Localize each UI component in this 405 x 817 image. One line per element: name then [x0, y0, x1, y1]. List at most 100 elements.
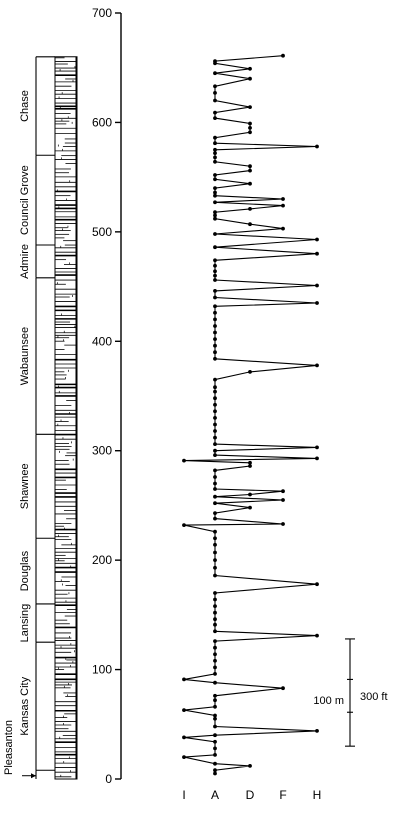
data-point: [213, 713, 217, 718]
data-point: [213, 639, 217, 643]
data-point: [213, 724, 217, 729]
data-point: [248, 492, 252, 497]
data-point: [213, 98, 217, 103]
data-point: [213, 448, 217, 453]
x-tick-label: I: [182, 788, 185, 802]
group-label: Pleasanton: [3, 720, 15, 775]
y-tick-label: 700: [92, 6, 112, 20]
data-point: [213, 550, 217, 555]
group-label: Douglas: [19, 550, 31, 591]
x-tick-label: F: [279, 788, 286, 802]
data-point: [213, 343, 217, 348]
data-point: [213, 190, 217, 195]
data-point: [315, 251, 319, 256]
data-point: [248, 168, 252, 173]
data-point: [213, 610, 217, 615]
data-point: [213, 698, 217, 703]
scale-bar: 100 m 300 ft: [313, 638, 388, 747]
data-point: [213, 672, 217, 676]
group-label: Council Grove: [19, 165, 31, 235]
x-tick-label: H: [313, 788, 322, 802]
data-point: [213, 147, 217, 152]
y-tick-label: 600: [92, 115, 112, 129]
data-point: [213, 453, 217, 457]
group-label: Kansas City: [19, 676, 31, 735]
series-line: [183, 55, 318, 774]
data-point: [213, 216, 217, 221]
data-point: [213, 159, 217, 164]
data-point: [213, 304, 217, 309]
data-point: [182, 458, 186, 463]
data-point: [213, 269, 217, 274]
data-point: [213, 377, 217, 382]
pleasanton-arrow-head: [31, 773, 36, 779]
data-point: [213, 468, 217, 473]
data-point: [213, 389, 217, 394]
y-tick-label: 500: [92, 225, 112, 239]
data-point: [213, 629, 217, 634]
data-point: [213, 716, 217, 721]
data-point: [213, 59, 217, 63]
data-point: [281, 522, 285, 526]
data-series: [182, 53, 319, 776]
data-point: [213, 402, 217, 407]
data-point: [213, 529, 217, 534]
data-point: [213, 591, 217, 595]
data-point: [182, 755, 186, 759]
y-tick-label: 0: [105, 772, 112, 786]
data-point: [213, 210, 217, 215]
data-point: [213, 116, 217, 120]
data-point: [213, 565, 217, 570]
data-point: [213, 245, 217, 250]
data-point: [213, 232, 217, 236]
data-point: [315, 301, 319, 305]
data-point: [213, 295, 217, 300]
data-point: [213, 481, 217, 486]
data-point: [213, 494, 217, 499]
data-point: [213, 435, 217, 440]
data-point: [213, 155, 217, 160]
data-point: [248, 121, 252, 126]
data-point: [315, 582, 319, 587]
data-point: [248, 764, 252, 768]
data-point: [213, 200, 217, 205]
x-tick-label: A: [211, 788, 219, 802]
data-point: [182, 708, 186, 712]
data-point: [281, 226, 285, 231]
data-point: [213, 356, 217, 361]
data-point: [213, 617, 217, 622]
data-point: [213, 645, 217, 650]
data-point: [213, 536, 217, 541]
data-point: [213, 273, 217, 278]
data-point: [315, 283, 319, 288]
data-point: [213, 573, 217, 578]
data-point: [213, 761, 217, 766]
data-point: [213, 680, 217, 685]
data-point: [213, 151, 217, 156]
data-point: [213, 289, 217, 293]
data-point: [248, 370, 252, 374]
data-point: [248, 207, 252, 211]
data-point: [213, 597, 217, 602]
data-point: [213, 135, 217, 140]
data-point: [213, 422, 217, 427]
data-point: [213, 213, 217, 218]
data-point: [248, 505, 252, 510]
data-point: [248, 130, 252, 135]
data-point: [213, 84, 217, 89]
data-point: [213, 475, 217, 479]
data-point: [315, 729, 319, 733]
data-point: [248, 66, 252, 71]
data-point: [213, 396, 217, 401]
data-point: [315, 237, 319, 242]
data-point: [213, 768, 217, 773]
column-outline: [54, 56, 78, 780]
data-point: [213, 337, 217, 341]
data-point: [213, 558, 217, 562]
group-label: Shawnee: [19, 463, 31, 509]
data-point: [213, 516, 217, 521]
data-point: [213, 416, 217, 420]
data-point: [213, 429, 217, 433]
data-point: [248, 164, 252, 169]
